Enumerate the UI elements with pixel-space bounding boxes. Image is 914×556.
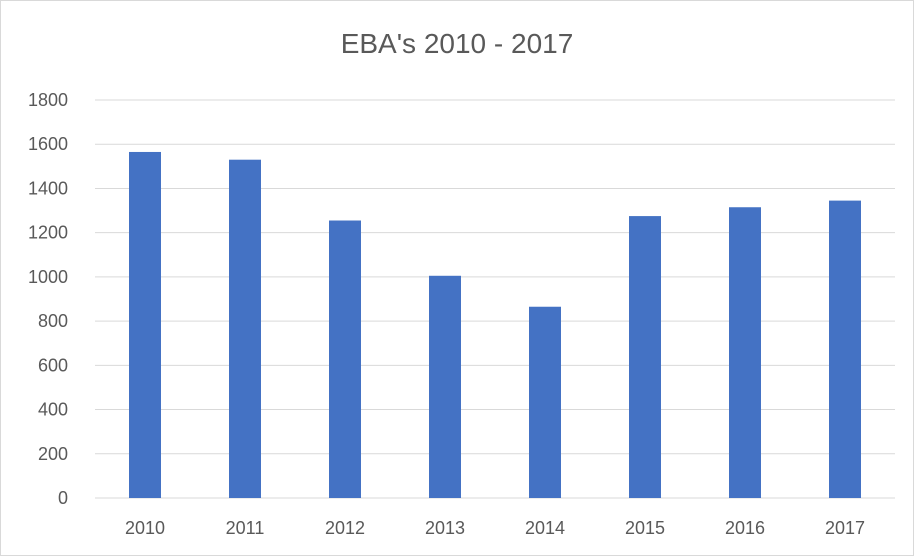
x-tick-label: 2016	[725, 518, 765, 538]
gridlines	[95, 99, 895, 499]
y-tick-label: 1600	[28, 134, 68, 154]
bar-2010	[129, 151, 161, 498]
bar-2017	[829, 200, 861, 498]
x-tick-label: 2017	[825, 518, 865, 538]
x-tick-label: 2015	[625, 518, 665, 538]
bar-2014	[529, 306, 561, 498]
x-tick-label: 2010	[125, 518, 165, 538]
x-tick-label: 2013	[425, 518, 465, 538]
y-tick-label: 800	[38, 311, 68, 331]
x-tick-label: 2011	[226, 518, 265, 538]
y-tick-label: 1000	[28, 267, 68, 287]
bar-2016	[729, 207, 761, 498]
y-tick-label: 600	[38, 355, 68, 375]
chart-title: EBA's 2010 - 2017	[340, 28, 574, 59]
y-tick-label: 1800	[28, 90, 68, 110]
bar-2012	[329, 220, 361, 498]
x-axis-ticks: 2010 2011 2012 2013 2014 2015 2016 2017	[125, 518, 865, 538]
y-tick-label: 400	[38, 400, 68, 420]
y-tick-label: 1400	[28, 178, 68, 198]
x-tick-label: 2014	[525, 518, 565, 538]
bar-2013	[429, 275, 461, 498]
y-tick-label: 200	[38, 444, 68, 464]
y-tick-label: 0	[58, 488, 68, 508]
y-tick-label: 1200	[28, 223, 68, 243]
bar-2015	[629, 216, 661, 499]
bars	[129, 151, 861, 499]
x-tick-label: 2012	[325, 518, 365, 538]
bar-2011	[229, 159, 261, 498]
y-axis-ticks: 0 200 400 600 800 1000 1200 1400 1600 1800	[28, 90, 68, 508]
